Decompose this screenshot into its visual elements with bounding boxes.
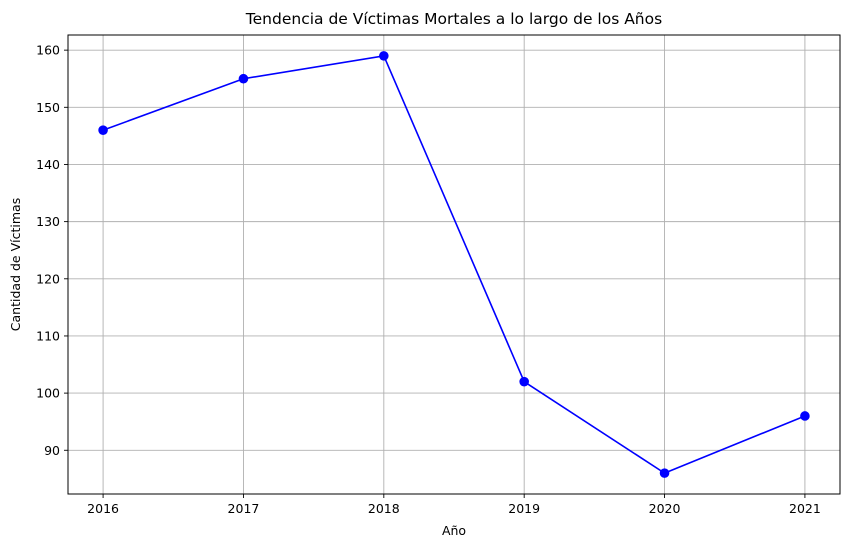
x-tick-label: 2020: [649, 501, 681, 516]
data-point: [519, 376, 529, 387]
x-axis-ticks: 2016 2017 2018 2019 2020 2021: [87, 494, 821, 516]
grid: [68, 35, 840, 494]
x-tick-label: 2018: [368, 501, 400, 516]
data-point: [379, 51, 389, 61]
y-tick-label: 90: [44, 443, 60, 458]
y-axis-label: Cantidad de Víctimas: [8, 198, 23, 331]
data-point: [98, 125, 108, 135]
y-tick-label: 160: [36, 43, 60, 58]
x-tick-label: 2021: [789, 501, 821, 516]
x-axis-label: Año: [442, 523, 466, 538]
series-line: [102, 55, 806, 474]
series-layer: [98, 51, 810, 478]
y-tick-label: 130: [36, 214, 60, 229]
data-point: [659, 468, 670, 478]
y-tick-label: 140: [36, 157, 60, 172]
y-tick-label: 150: [36, 100, 60, 115]
y-tick-label: 110: [36, 328, 60, 343]
y-axis-ticks: 90 100 110 120 130 140 150 160: [36, 43, 68, 458]
y-tick-label: 100: [36, 386, 60, 401]
chart-title: Tendencia de Víctimas Mortales a lo larg…: [245, 10, 662, 28]
y-tick-label: 120: [36, 271, 60, 286]
x-tick-label: 2017: [228, 501, 260, 516]
data-point: [238, 73, 249, 84]
x-tick-label: 2016: [87, 501, 119, 516]
data-point: [800, 411, 810, 421]
x-tick-label: 2019: [508, 501, 540, 516]
plot-frame: [67, 34, 841, 495]
